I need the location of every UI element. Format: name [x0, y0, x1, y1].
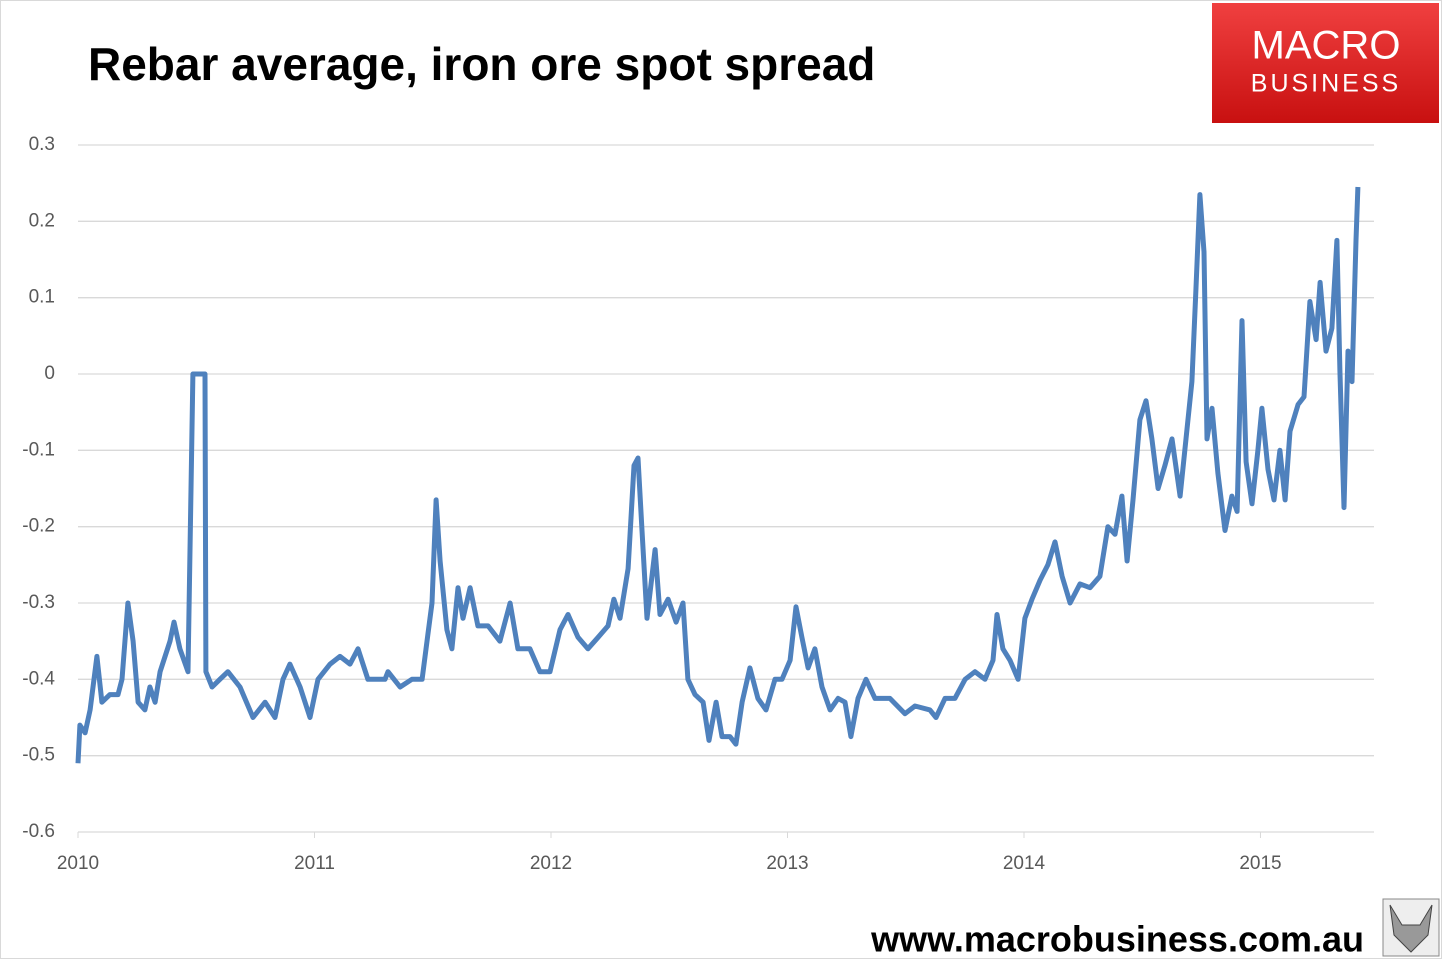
y-tick-label: -0.4 — [22, 668, 55, 689]
logo-box — [1212, 3, 1439, 123]
y-tick-label: -0.1 — [22, 439, 55, 460]
data-line — [75, 186, 1361, 764]
logo-text: MACRO — [1252, 24, 1401, 68]
y-tick-label: 0.3 — [29, 134, 55, 155]
y-tick-label: 0.2 — [29, 210, 55, 231]
x-tick-label: 2015 — [1239, 853, 1281, 874]
y-tick-label: 0.1 — [29, 287, 55, 308]
y-tick-label: 0 — [44, 363, 55, 384]
logo-text: BUSINESS — [1251, 70, 1401, 98]
footer-url: www.macrobusiness.com.au — [870, 919, 1364, 959]
y-tick-label: -0.6 — [22, 821, 55, 842]
x-tick-label: 2013 — [766, 853, 808, 874]
y-tick-label: -0.5 — [22, 745, 55, 766]
x-tick-label: 2010 — [57, 853, 99, 874]
chart-title: Rebar average, iron ore spot spread — [88, 38, 875, 90]
y-tick-label: -0.3 — [22, 592, 55, 613]
fox-icon — [1382, 898, 1440, 957]
x-tick-label: 2014 — [1003, 853, 1046, 874]
x-tick-label: 2012 — [530, 853, 572, 874]
y-tick-label: -0.2 — [22, 516, 55, 537]
x-tick-label: 2011 — [294, 853, 335, 874]
